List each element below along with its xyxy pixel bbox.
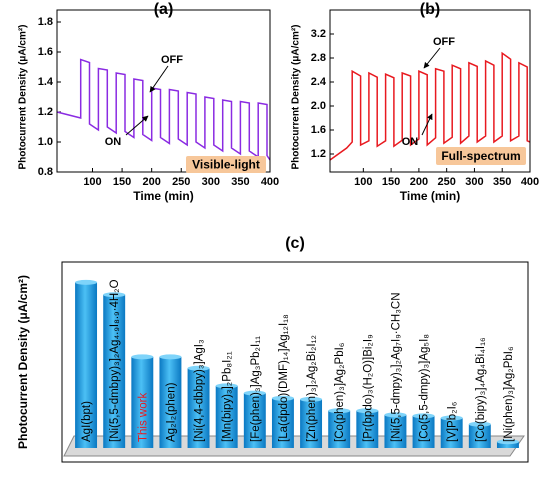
x-tick-label: 250 (437, 176, 455, 188)
bar-top (300, 396, 323, 402)
bar-label: [Fe(phen)₃]Ag₃Pb₂I₁₁ (250, 336, 262, 442)
x-tick-label: 300 (465, 176, 483, 188)
y-tick-label: 2.0 (311, 100, 326, 112)
y-tick-label: 3.2 (311, 28, 326, 40)
bar-label: [Co(5,5-dmpy)₃]Ag₅I₈ (419, 334, 431, 442)
bar-label: [Ni(5,5-dmpy)₃]₂Ag₇I₉·CH₃CN (390, 293, 402, 443)
y-tick-label: 2.8 (311, 52, 326, 64)
x-tick-label: 100 (83, 176, 101, 188)
x-tick-label: 400 (521, 176, 539, 188)
bar (271, 398, 294, 448)
annotation: ON (105, 136, 122, 148)
condition-label: Full-spectrum (441, 149, 520, 163)
bar-top (271, 395, 294, 401)
bar-label: [Co(phen)₃]Ag₂PbI₆ (334, 342, 346, 442)
x-tick-label: 200 (142, 176, 160, 188)
photocurrent-line (329, 51, 531, 161)
bar (131, 356, 154, 448)
annotation: OFF (433, 36, 455, 48)
arrow (423, 47, 441, 69)
y-tick-label: 1.0 (38, 136, 53, 148)
y-tick-label: 1.8 (38, 16, 53, 28)
bar-top (356, 408, 379, 414)
bar-top (468, 421, 491, 427)
plot-frame (61, 261, 529, 463)
bar-label: [Ni(4,4-dbbpy)₃]AgI₃ (194, 339, 206, 442)
bar-label: [Pr(bpdo)₃(H₂O)]Bi₂I₉ (362, 334, 374, 442)
bar-top (215, 383, 238, 389)
y-tick-label: 1.4 (38, 76, 54, 88)
bar-top (384, 412, 407, 418)
y-axis-label: Photocurrent Density (μA/cm²) (291, 24, 302, 169)
annotation: ON (402, 136, 419, 148)
bar-label: AgI(bpt) (81, 401, 93, 442)
x-tick-label: 350 (493, 176, 511, 188)
bar-label: This work (137, 393, 149, 442)
bar-label: [Ni(5,5-dmbpy)₃]₂Ag₄.₉I₈.₉·4H₂O (109, 279, 121, 442)
arrow (421, 113, 433, 136)
y-axis-label: Photocurrent Density (μA/cm²) (18, 24, 29, 169)
x-tick-label: 150 (113, 176, 131, 188)
condition-box (186, 156, 266, 173)
condition-box (436, 147, 526, 165)
bar (384, 414, 407, 448)
bar (356, 410, 379, 448)
bar (215, 385, 238, 448)
bar-label: [Co(bipy)₃]₄Ag₄Bi₄I₁₆ (475, 337, 487, 442)
photocurrent-line (56, 58, 271, 161)
condition-label: Visible-light (192, 158, 260, 172)
x-axis-label: Time (min) (400, 189, 460, 203)
bar (243, 393, 266, 448)
x-tick-label: 150 (382, 176, 400, 188)
bar (300, 399, 323, 448)
plot-frame (56, 9, 271, 173)
bar-top (103, 292, 126, 298)
bar (496, 441, 519, 448)
bar-top (75, 279, 98, 285)
bar-label: [La(dpdo)(DMF)₁₄]Ag₁₂I₁₈ (278, 314, 290, 442)
bar-label: [Mn(bipy)₃]₂Pb₈I₂₁ (222, 351, 234, 442)
x-tick-label: 350 (231, 176, 249, 188)
bar-label: [V]Pb₂I₆ (447, 401, 459, 442)
bar (440, 417, 463, 448)
bar-label: [Zn(phen)₃]₂Ag₂Bi₂I₁₂ (306, 335, 318, 442)
annotation: OFF (161, 54, 183, 66)
x-tick-label: 400 (261, 176, 279, 188)
x-axis-label: Time (min) (133, 189, 193, 203)
bar-top (159, 354, 182, 360)
bar (412, 415, 435, 448)
bar-top (328, 408, 351, 414)
bar (328, 410, 351, 448)
y-tick-label: 1.6 (311, 124, 326, 136)
arrow (125, 115, 149, 136)
y-tick-label: 2.4 (311, 76, 327, 88)
bar-top (131, 354, 154, 360)
bar (103, 294, 126, 448)
y-axis-label: Photocurrent Density (μA/cm²) (16, 275, 30, 449)
bar-top (243, 390, 266, 396)
x-tick-label: 100 (354, 176, 372, 188)
x-tick-label: 200 (410, 176, 428, 188)
x-tick-label: 300 (202, 176, 220, 188)
x-tick-label: 250 (172, 176, 190, 188)
bar-top (440, 415, 463, 421)
bar (187, 368, 210, 448)
bar (75, 282, 98, 448)
bar-label: [Ni(phen)₃]Ag₂PbI₆ (503, 346, 515, 442)
y-tick-label: 1.2 (38, 106, 53, 118)
bar (468, 424, 491, 448)
y-tick-label: 1.6 (38, 46, 53, 58)
bar-label: Ag₂I₂(phen) (165, 382, 177, 442)
bar-top (412, 413, 435, 419)
y-tick-label: 1.2 (311, 148, 326, 160)
chart-title: (c) (285, 235, 305, 252)
arrow (149, 65, 169, 93)
bar-top (187, 365, 210, 371)
y-tick-label: 0.8 (38, 166, 53, 178)
bar (159, 356, 182, 448)
bar-top (496, 439, 519, 445)
plot-frame (329, 9, 531, 173)
